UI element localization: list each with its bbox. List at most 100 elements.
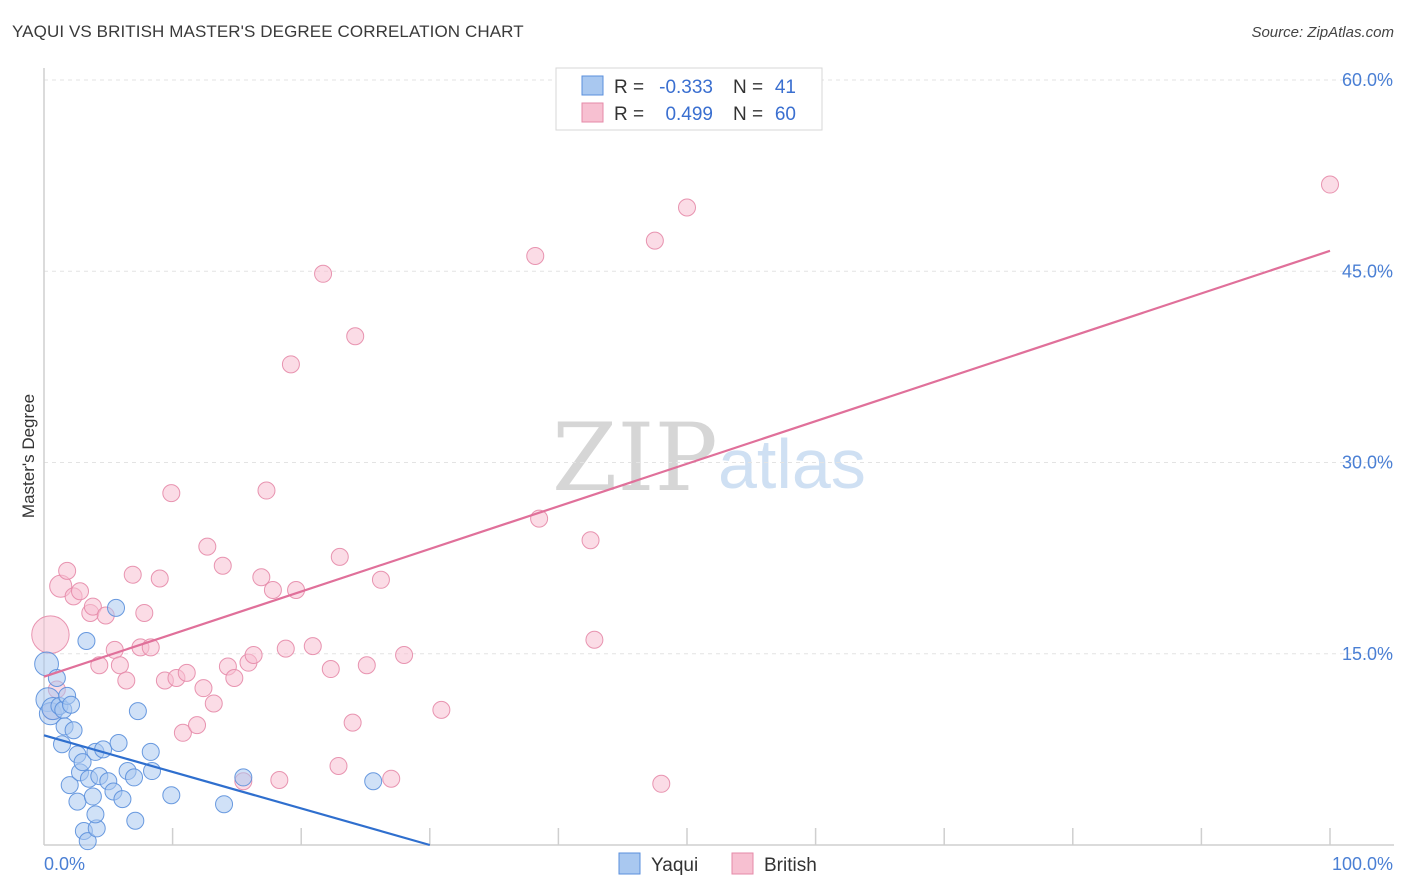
british-point: [346, 327, 365, 346]
yaqui-point: [77, 632, 96, 650]
stats-legend: R = -0.333 N = 41 R = 0.499 N = 60: [555, 67, 823, 131]
yaqui-point: [107, 598, 126, 617]
british-point: [244, 646, 263, 665]
british-point: [1321, 175, 1339, 194]
legend-n-value-british: 60: [775, 104, 796, 125]
british-point: [117, 671, 136, 690]
yaqui-point: [64, 721, 83, 740]
british-point: [150, 569, 169, 588]
legend-n-value-yaqui: 41: [775, 77, 796, 98]
yaqui-point: [113, 790, 132, 809]
british-point: [314, 264, 333, 283]
british-point: [303, 637, 322, 656]
trend-lines: [43, 249, 1331, 847]
yaqui-trend-line: [43, 734, 431, 847]
watermark: ZIP atlas: [552, 404, 866, 513]
watermark-atlas: atlas: [718, 425, 866, 503]
yaqui-point: [109, 734, 128, 752]
y-tick-label: 15.0%: [1342, 644, 1393, 664]
british-point: [58, 561, 77, 580]
british-point: [83, 597, 102, 616]
british-point: [395, 646, 414, 665]
british-points: [31, 175, 1339, 793]
british-point: [329, 756, 348, 775]
british-point: [281, 355, 300, 374]
british-point: [194, 679, 213, 698]
legend-r-label-yaqui: R =: [614, 77, 644, 98]
y-axis-title: Master's Degree: [19, 394, 38, 518]
legend-r-value-british: 0.499: [665, 104, 713, 125]
british-point: [257, 481, 276, 500]
british-point: [31, 615, 70, 654]
source-label: Source: ZipAtlas.com: [1251, 24, 1394, 41]
british-point: [162, 484, 181, 503]
y-tick-label: 60.0%: [1342, 70, 1393, 90]
british-point: [276, 639, 295, 658]
yaqui-point: [215, 795, 234, 814]
yaqui-point: [73, 753, 92, 772]
british-trend-line: [43, 249, 1331, 678]
legend-r-value-yaqui: -0.333: [659, 77, 713, 98]
series-legend-swatch-british: [731, 852, 754, 875]
yaqui-point: [234, 768, 253, 787]
british-point: [225, 668, 244, 687]
yaqui-point: [86, 805, 105, 824]
grid: [44, 79, 1394, 655]
series-legend: Yaqui British: [618, 852, 817, 876]
british-point: [188, 716, 207, 735]
british-point: [110, 656, 129, 675]
yaqui-point: [364, 772, 383, 791]
yaqui-point: [83, 787, 102, 806]
legend-swatch-british: [581, 102, 604, 123]
british-point: [678, 198, 696, 217]
legend-n-label-british: N =: [733, 104, 763, 125]
legend-r-label-british: R =: [614, 104, 644, 125]
x-tick-label-min: 0.0%: [44, 854, 85, 874]
legend-n-label-yaqui: N =: [733, 77, 763, 98]
yaqui-point: [141, 742, 160, 761]
yaqui-point: [60, 776, 79, 795]
british-point: [526, 246, 545, 265]
british-point: [263, 581, 282, 599]
british-point: [652, 774, 671, 793]
yaqui-point: [126, 811, 145, 830]
x-tick-label-max: 100.0%: [1332, 854, 1393, 874]
british-point: [204, 694, 223, 713]
series-legend-label-british: British: [764, 855, 817, 876]
british-point: [645, 231, 664, 250]
legend-swatch-yaqui: [581, 75, 604, 96]
chart-title: YAQUI VS BRITISH MASTER'S DEGREE CORRELA…: [12, 22, 524, 41]
british-point: [173, 723, 192, 742]
british-point: [343, 713, 362, 732]
british-point: [90, 656, 109, 675]
british-point: [71, 582, 90, 601]
y-tick-label: 45.0%: [1342, 261, 1393, 281]
british-point: [270, 770, 289, 789]
y-tick-labels: 15.0% 30.0% 45.0% 60.0%: [1342, 70, 1393, 664]
yaqui-points: [34, 598, 383, 851]
british-point: [585, 630, 604, 649]
british-point: [321, 660, 340, 679]
yaqui-point: [125, 768, 144, 787]
yaqui-point: [68, 792, 87, 811]
british-point: [382, 769, 401, 788]
british-point: [135, 603, 154, 622]
yaqui-point: [128, 702, 147, 721]
british-point: [177, 663, 196, 682]
watermark-zip: ZIP: [552, 404, 718, 513]
yaqui-point: [162, 786, 181, 805]
yaqui-point: [78, 832, 97, 851]
series-legend-label-yaqui: Yaqui: [651, 855, 698, 876]
yaqui-point: [62, 695, 81, 714]
british-point: [213, 556, 232, 575]
british-point: [371, 570, 390, 589]
british-point: [357, 656, 376, 675]
british-point: [123, 565, 142, 584]
british-point: [581, 531, 600, 550]
x-ticks: [171, 828, 1331, 845]
british-point: [252, 568, 271, 587]
british-point: [330, 547, 349, 566]
series-legend-swatch-yaqui: [618, 852, 641, 875]
y-tick-label: 30.0%: [1342, 453, 1393, 473]
